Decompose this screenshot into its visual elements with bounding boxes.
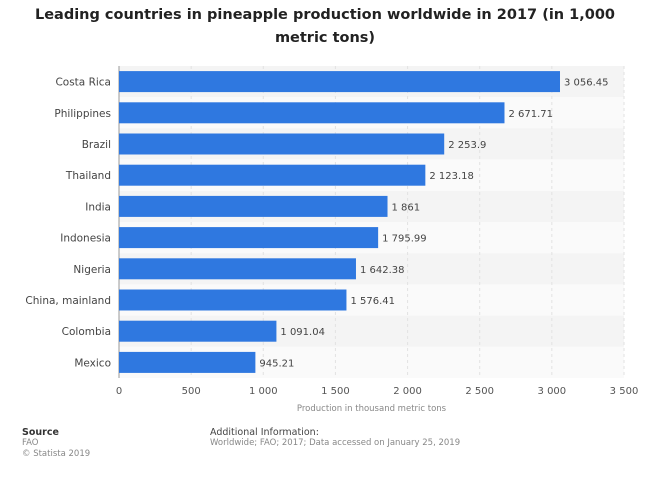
additional-info-block: Additional Information: Worldwide; FAO; … (210, 427, 460, 449)
bar (119, 351, 256, 373)
bar (119, 195, 388, 217)
category-label: India (85, 201, 111, 213)
category-label: Costa Rica (55, 77, 111, 89)
x-tick-label: 1 000 (249, 386, 278, 397)
x-tick-label: 0 (116, 386, 122, 397)
bar (119, 320, 277, 342)
category-label: Thailand (65, 170, 111, 182)
value-label: 2 123.18 (429, 171, 474, 182)
source-block: Source FAO © Statista 2019 (22, 427, 90, 460)
category-label: China, mainland (25, 295, 111, 307)
bar (119, 164, 426, 186)
category-label: Indonesia (60, 233, 111, 245)
value-label: 945.21 (259, 358, 294, 369)
bar (119, 289, 347, 311)
value-label: 1 861 (392, 202, 421, 213)
x-tick-label: 1 500 (321, 386, 350, 397)
x-tick-label: 500 (182, 386, 201, 397)
x-tick-label: 3 000 (538, 386, 567, 397)
category-label: Nigeria (73, 264, 111, 276)
chart-title-line-2: metric tons) (274, 30, 376, 46)
category-label: Mexico (74, 357, 111, 369)
bar (119, 227, 379, 249)
x-tick-label: 3 500 (610, 386, 639, 397)
chart-title-line-1: Leading countries in pineapple productio… (34, 7, 616, 23)
additional-info-heading: Additional Information: (210, 427, 319, 438)
value-label: 2 671.71 (508, 109, 553, 120)
bar-chart: Costa Rica 3 056.45 Philippines 2 671.71 Bra… (25, 66, 639, 414)
bar (119, 133, 445, 155)
bar (119, 102, 505, 124)
value-label: 3 056.45 (564, 78, 609, 89)
category-label: Colombia (62, 326, 111, 338)
x-tick-label: 2 000 (393, 386, 422, 397)
value-label: 1 091.04 (280, 327, 325, 338)
x-tick-label: 2 500 (465, 386, 494, 397)
value-label: 1 795.99 (382, 234, 427, 245)
additional-info-text: Worldwide; FAO; 2017; Data accessed on J… (210, 438, 461, 448)
source-line: FAO (22, 438, 39, 448)
value-label: 1 642.38 (360, 265, 405, 276)
copyright-line: © Statista 2019 (22, 449, 91, 459)
bar (119, 258, 356, 280)
bar (119, 71, 561, 93)
x-axis-title: Production in thousand metric tons (297, 404, 447, 414)
value-label: 1 576.41 (350, 296, 395, 307)
category-label: Philippines (54, 108, 111, 120)
chart-title: Leading countries in pineapple productio… (0, 4, 650, 50)
category-label: Brazil (82, 139, 111, 151)
value-label: 2 253.9 (448, 140, 486, 151)
source-heading: Source (22, 427, 59, 438)
